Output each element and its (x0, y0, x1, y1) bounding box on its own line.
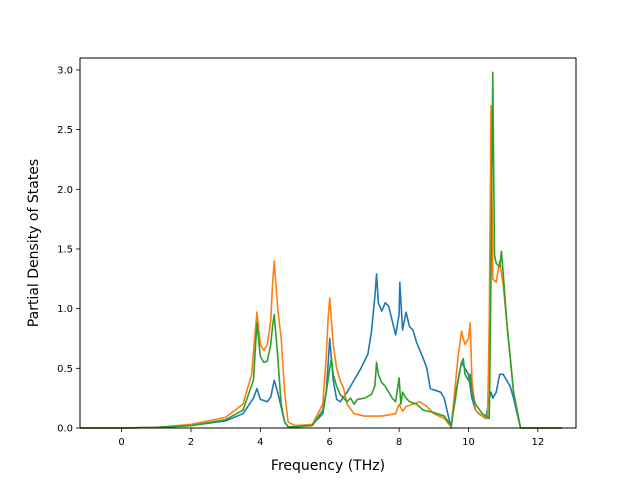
y-tick-label: 3.0 (57, 65, 73, 76)
y-axis-label: Partial Density of States (26, 159, 42, 327)
plot-frame (79, 57, 577, 429)
series-line-1 (80, 273, 563, 429)
y-tick-label: 2.0 (57, 185, 73, 196)
x-axis: 0 2 4 6 8 10 12 (118, 428, 544, 448)
plot-lines (80, 71, 563, 429)
y-tick-label: 1.0 (57, 304, 73, 315)
x-tick-label: 8 (396, 437, 402, 448)
x-tick-label: 12 (531, 437, 544, 448)
x-tick-label: 10 (462, 437, 475, 448)
x-tick-label: 6 (327, 437, 333, 448)
series-line-3 (80, 71, 563, 429)
x-tick-label: 2 (188, 437, 194, 448)
x-tick-label: 0 (118, 437, 124, 448)
y-tick-label: 0.0 (57, 424, 73, 435)
y-tick-label: 0.5 (57, 364, 73, 375)
y-tick-label: 1.5 (57, 244, 73, 255)
y-axis: 0.0 0.5 1.0 1.5 2.0 2.5 3.0 (57, 65, 80, 435)
x-axis-label: Frequency (THz) (271, 458, 385, 474)
x-tick-label: 4 (257, 437, 263, 448)
series-line-2 (80, 104, 563, 429)
y-tick-label: 2.5 (57, 125, 73, 136)
